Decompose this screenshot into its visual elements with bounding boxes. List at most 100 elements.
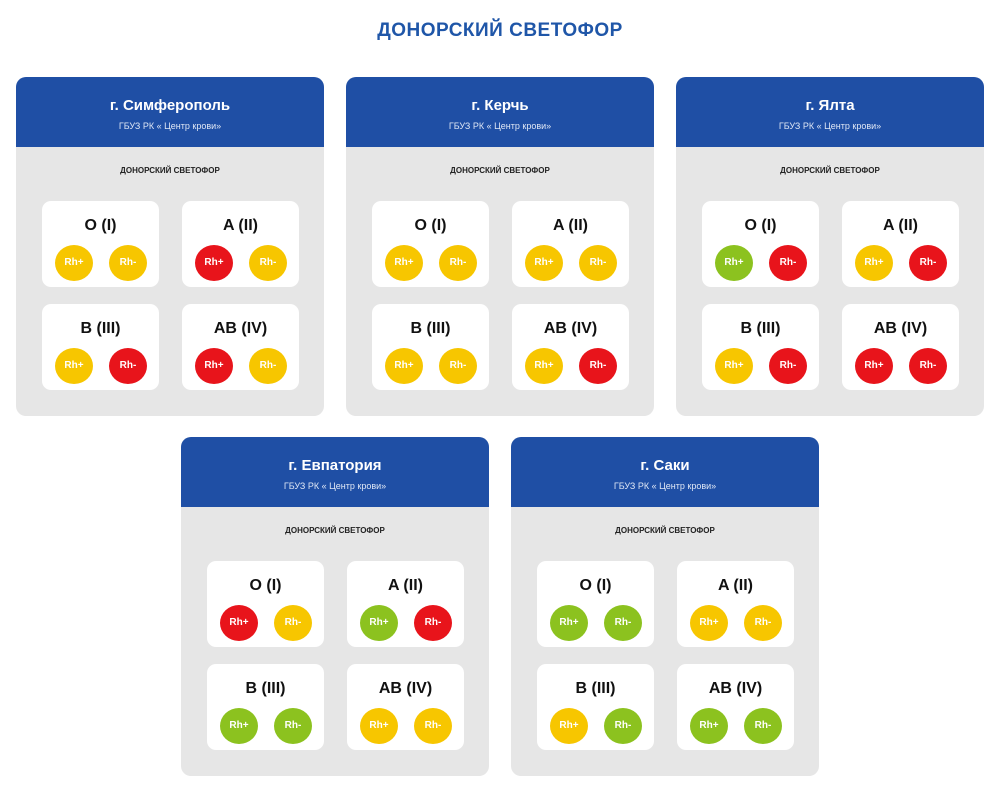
group-name: A (II): [223, 217, 258, 234]
card-header: г. Ялта ГБУЗ РК « Центр крови»: [676, 77, 984, 147]
rh-indicator: Rh-: [604, 605, 642, 641]
rh-indicator: Rh-: [439, 245, 477, 281]
card-subtitle: ДОНОРСКИЙ СВЕТОФОР: [120, 166, 220, 175]
group-name: AB (IV): [543, 320, 598, 337]
rh-indicator: Rh-: [769, 245, 807, 281]
group-name: O (I): [249, 577, 282, 594]
rh-indicator: Rh+: [360, 708, 398, 744]
rh-indicator: Rh+: [220, 708, 258, 744]
card-subtitle: ДОНОРСКИЙ СВЕТОФОР: [450, 166, 550, 175]
blood-group: O (I) Rh+ Rh-: [537, 561, 654, 647]
blood-group: AB (IV) Rh+ Rh-: [842, 304, 959, 390]
group-name: A (II): [388, 577, 423, 594]
card-header: г. Евпатория ГБУЗ РК « Центр крови»: [181, 437, 489, 507]
blood-group: O (I) Rh+ Rh-: [207, 561, 324, 647]
rh-indicator: Rh-: [439, 348, 477, 384]
rh-indicator: Rh+: [360, 605, 398, 641]
rh-indicator: Rh-: [604, 708, 642, 744]
city-card: г. Симферополь ГБУЗ РК « Центр крови» ДОНО…: [16, 77, 324, 416]
rh-indicator: Rh-: [249, 245, 287, 281]
blood-group: AB (IV) Rh+ Rh-: [677, 664, 794, 750]
rh-indicator: Rh-: [414, 605, 452, 641]
city-card: г. Евпатория ГБУЗ РК « Центр крови» ДОНОРС…: [181, 437, 489, 776]
rh-indicator: Rh-: [744, 605, 782, 641]
blood-group: O (I) Rh+ Rh-: [702, 201, 819, 287]
card-subtitle: ДОНОРСКИЙ СВЕТОФОР: [780, 166, 880, 175]
rh-indicator: Rh+: [55, 245, 93, 281]
rh-indicator: Rh-: [249, 348, 287, 384]
card-subtitle: ДОНОРСКИЙ СВЕТОФОР: [615, 526, 715, 535]
organization: ГБУЗ РК « Центр крови»: [778, 121, 882, 131]
rh-indicator: Rh+: [715, 245, 753, 281]
card-header: г. Саки ГБУЗ РК « Центр крови»: [511, 437, 819, 507]
rh-indicator: Rh-: [769, 348, 807, 384]
group-name: A (II): [883, 217, 918, 234]
city-card: г. Саки ГБУЗ РК « Центр крови» ДОНОРСКИЙ С…: [511, 437, 819, 776]
rh-indicator: Rh+: [855, 348, 893, 384]
rh-indicator: Rh+: [220, 605, 258, 641]
city-name: г. Саки: [640, 457, 690, 474]
blood-group: AB (IV) Rh+ Rh-: [512, 304, 629, 390]
blood-group: AB (IV) Rh+ Rh-: [347, 664, 464, 750]
group-name: A (II): [553, 217, 588, 234]
group-name: B (III): [245, 680, 286, 697]
rh-indicator: Rh+: [690, 605, 728, 641]
group-name: O (I): [744, 217, 777, 234]
group-name: O (I): [579, 577, 612, 594]
group-name: A (II): [718, 577, 753, 594]
group-name: O (I): [84, 217, 117, 234]
rh-indicator: Rh+: [525, 348, 563, 384]
city-card: г. Ялта ГБУЗ РК « Центр крови» ДОНОРСКИЙ С…: [676, 77, 984, 416]
rh-indicator: Rh+: [385, 245, 423, 281]
blood-group: A (II) Rh+ Rh-: [512, 201, 629, 287]
rh-indicator: Rh-: [744, 708, 782, 744]
blood-group: O (I) Rh+ Rh-: [372, 201, 489, 287]
group-name: O (I): [414, 217, 447, 234]
organization: ГБУЗ РК « Центр крови»: [448, 121, 552, 131]
rh-indicator: Rh+: [715, 348, 753, 384]
blood-group: B (III) Rh+ Rh-: [702, 304, 819, 390]
rh-indicator: Rh-: [414, 708, 452, 744]
card-header: г. Симферополь ГБУЗ РК « Центр крови»: [16, 77, 324, 147]
rh-indicator: Rh-: [909, 348, 947, 384]
city-name: г. Ялта: [805, 97, 855, 114]
group-name: AB (IV): [378, 680, 433, 697]
rh-indicator: Rh-: [579, 348, 617, 384]
card-subtitle: ДОНОРСКИЙ СВЕТОФОР: [285, 526, 385, 535]
group-name: B (III): [575, 680, 616, 697]
group-name: AB (IV): [708, 680, 763, 697]
rh-indicator: Rh+: [690, 708, 728, 744]
organization: ГБУЗ РК « Центр крови»: [118, 121, 222, 131]
blood-group: A (II) Rh+ Rh-: [677, 561, 794, 647]
rh-indicator: Rh+: [55, 348, 93, 384]
blood-group: A (II) Rh+ Rh-: [347, 561, 464, 647]
rh-indicator: Rh+: [855, 245, 893, 281]
group-name: AB (IV): [873, 320, 928, 337]
rh-indicator: Rh+: [525, 245, 563, 281]
city-name: г. Евпатория: [288, 457, 382, 474]
organization: ГБУЗ РК « Центр крови»: [613, 481, 717, 491]
city-name: г. Керчь: [471, 97, 529, 114]
blood-group: AB (IV) Rh+ Rh-: [182, 304, 299, 390]
rh-indicator: Rh+: [195, 348, 233, 384]
group-name: B (III): [410, 320, 451, 337]
rh-indicator: Rh-: [579, 245, 617, 281]
blood-group: B (III) Rh+ Rh-: [207, 664, 324, 750]
rh-indicator: Rh-: [109, 245, 147, 281]
blood-group: B (III) Rh+ Rh-: [372, 304, 489, 390]
rh-indicator: Rh+: [195, 245, 233, 281]
blood-group: A (II) Rh+ Rh-: [182, 201, 299, 287]
city-name: г. Симферополь: [109, 97, 231, 114]
rh-indicator: Rh+: [550, 708, 588, 744]
page-title: ДОНОРСКИЙ СВЕТОФОР: [377, 20, 623, 41]
group-name: AB (IV): [213, 320, 268, 337]
blood-group: O (I) Rh+ Rh-: [42, 201, 159, 287]
rh-indicator: Rh-: [274, 708, 312, 744]
rh-indicator: Rh+: [385, 348, 423, 384]
card-header: г. Керчь ГБУЗ РК « Центр крови»: [346, 77, 654, 147]
organization: ГБУЗ РК « Центр крови»: [283, 481, 387, 491]
rh-indicator: Rh-: [274, 605, 312, 641]
blood-group: A (II) Rh+ Rh-: [842, 201, 959, 287]
group-name: B (III): [740, 320, 781, 337]
